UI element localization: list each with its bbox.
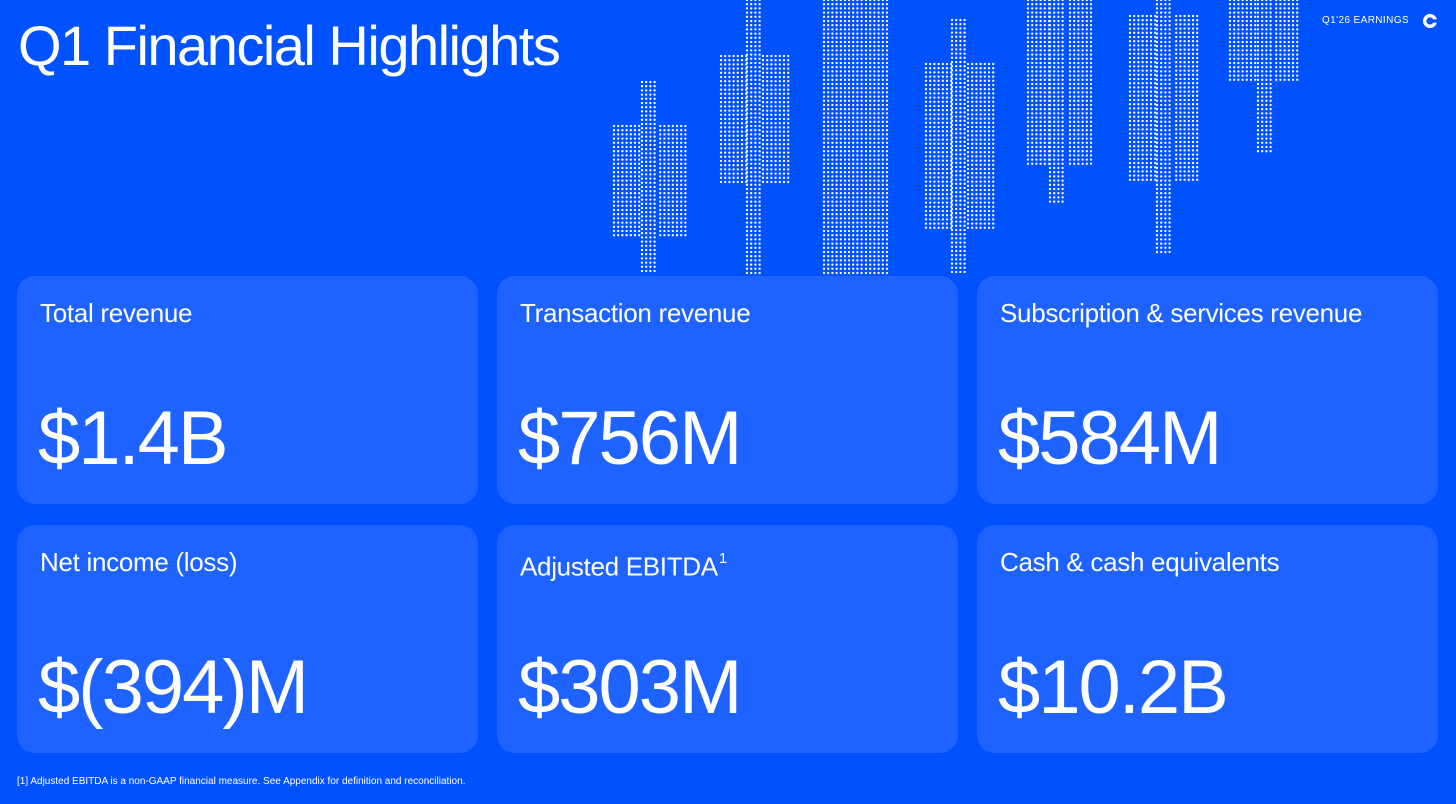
footnote-marker: 1: [718, 550, 727, 567]
metric-label: Net income (loss): [40, 547, 238, 577]
metric-value: $10.2B: [998, 645, 1229, 730]
metric-card-total-revenue: Total revenue $1.4B: [17, 276, 478, 504]
metric-label: Adjusted EBITDA1: [520, 550, 727, 582]
metric-label: Subscription & services revenue: [1000, 298, 1363, 328]
metric-card-cash-equivalents: Cash & cash equivalents $10.2B: [977, 525, 1438, 753]
footnote: [1] Adjusted EBITDA is a non-GAAP financ…: [17, 776, 466, 787]
metric-value: $1.4B: [38, 396, 229, 481]
earnings-eyebrow: Q1'26 EARNINGS: [1322, 15, 1409, 26]
metric-value: $756M: [518, 396, 742, 481]
metric-card-subscription-services-revenue: Subscription & services revenue $584M: [977, 276, 1438, 504]
metric-value: $(394)M: [38, 645, 309, 730]
page-title: Q1 Financial Highlights: [18, 14, 561, 77]
metric-card-transaction-revenue: Transaction revenue $756M: [497, 276, 958, 504]
metric-value: $303M: [518, 645, 742, 730]
metric-card-net-income: Net income (loss) $(394)M: [17, 525, 478, 753]
metric-label: Cash & cash equivalents: [1000, 547, 1280, 577]
metric-value: $584M: [998, 396, 1222, 481]
metric-card-adjusted-ebitda: Adjusted EBITDA1 $303M: [497, 525, 958, 753]
metric-label: Total revenue: [40, 298, 193, 328]
metric-label: Transaction revenue: [520, 298, 751, 328]
brand-c-logo-icon: [1423, 14, 1437, 28]
